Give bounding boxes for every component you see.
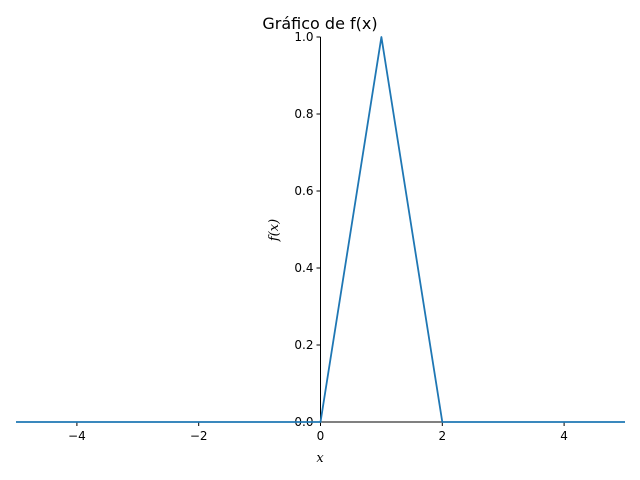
plot-area: −4 −2 0 2 40.00.20.40.60.81.0 (16, 30, 625, 443)
series-line (16, 36, 625, 423)
x-tick-label: −4 (68, 429, 86, 443)
x-tick-label: 0 (317, 429, 325, 443)
y-axis-label: f(x) (267, 219, 282, 242)
x-tick-label: −2 (190, 429, 208, 443)
y-tick-label: 0.2 (294, 338, 313, 352)
y-tick-label: 0.6 (294, 184, 313, 198)
y-tick-label: 1.0 (294, 30, 313, 44)
chart-title: Gráfico de f(x) (262, 14, 377, 33)
x-tick-label: 4 (560, 429, 568, 443)
x-tick-label: 2 (438, 429, 446, 443)
y-tick-label: 0.4 (294, 261, 313, 275)
y-tick-label: 0.8 (294, 107, 313, 121)
x-axis-label: x (316, 451, 324, 466)
